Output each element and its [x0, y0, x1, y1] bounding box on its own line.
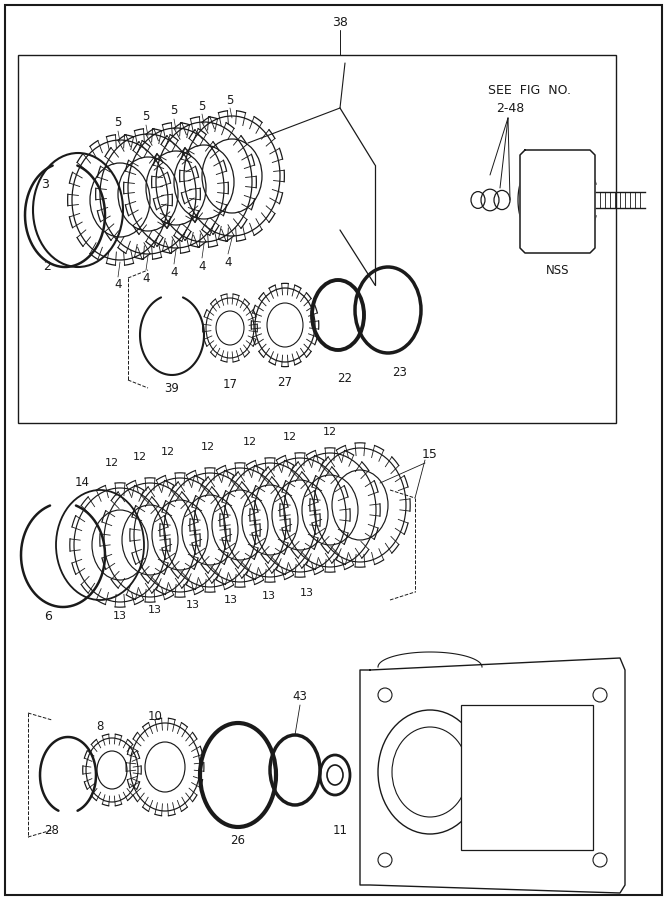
Text: 2-48: 2-48 [496, 102, 524, 114]
Text: 4: 4 [198, 259, 205, 273]
Text: 12: 12 [201, 442, 215, 452]
Text: 5: 5 [170, 104, 177, 118]
Text: 13: 13 [300, 588, 314, 598]
Text: 4: 4 [170, 266, 177, 278]
Text: 12: 12 [161, 447, 175, 457]
Bar [461, 705, 593, 850]
Bar [18, 55, 616, 423]
Text: 22: 22 [338, 372, 352, 384]
Polygon shape [520, 150, 595, 253]
Text: 13: 13 [224, 595, 238, 605]
Text: NSS: NSS [546, 264, 570, 276]
Text: 12: 12 [323, 427, 337, 437]
Text: 14: 14 [75, 476, 89, 490]
Text: 4: 4 [114, 278, 122, 292]
Text: 12: 12 [243, 437, 257, 447]
Text: 17: 17 [223, 379, 237, 392]
Text: 13: 13 [262, 591, 276, 601]
Text: 12: 12 [283, 432, 297, 442]
Text: 15: 15 [422, 448, 438, 462]
Text: 3: 3 [41, 178, 49, 192]
Text: 26: 26 [231, 833, 245, 847]
Text: 12: 12 [105, 458, 119, 468]
Text: 5: 5 [142, 111, 149, 123]
Text: 5: 5 [198, 100, 205, 112]
Text: 10: 10 [147, 710, 163, 724]
Text: 38: 38 [332, 15, 348, 29]
Text: 23: 23 [393, 365, 408, 379]
Text: 28: 28 [45, 824, 59, 836]
Text: 4: 4 [142, 272, 150, 284]
Text: 12: 12 [133, 452, 147, 462]
Text: 13: 13 [148, 605, 162, 615]
Text: 11: 11 [333, 824, 348, 836]
Polygon shape [360, 658, 625, 893]
Text: 5: 5 [114, 116, 121, 130]
Text: 27: 27 [277, 376, 293, 390]
Text: 43: 43 [293, 690, 307, 704]
Text: 39: 39 [165, 382, 179, 394]
Text: 5: 5 [226, 94, 233, 106]
Text: 13: 13 [113, 611, 127, 621]
Text: 2: 2 [43, 260, 51, 274]
Text: 8: 8 [96, 721, 103, 734]
Text: SEE  FIG  NO.: SEE FIG NO. [488, 84, 572, 96]
Text: 4: 4 [224, 256, 231, 268]
Text: 6: 6 [44, 610, 52, 624]
Text: 13: 13 [186, 600, 200, 610]
